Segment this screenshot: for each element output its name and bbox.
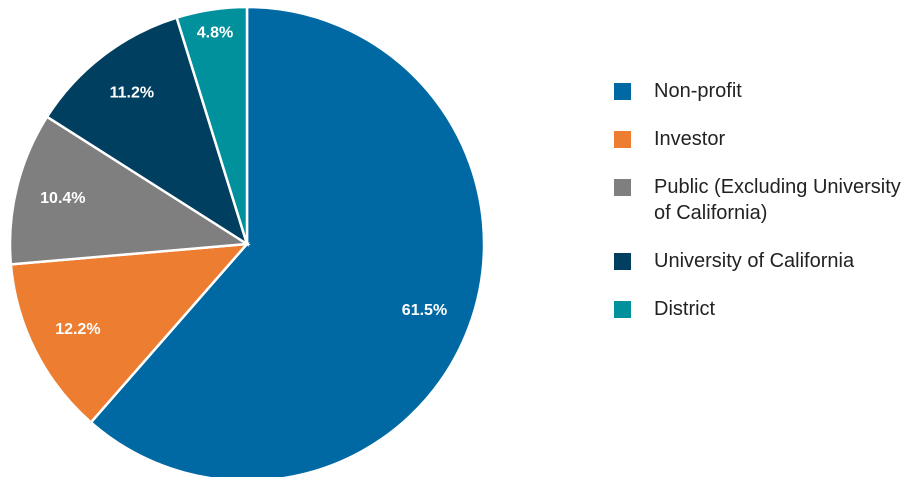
legend-swatch xyxy=(614,301,631,318)
legend-label: Non-profit xyxy=(654,80,742,102)
data-label: 11.2% xyxy=(110,85,154,102)
data-label: 61.5% xyxy=(402,302,447,319)
legend-item: University of California xyxy=(614,248,904,274)
legend-item: Non-profit xyxy=(614,78,904,104)
pie-slice xyxy=(175,5,249,245)
legend-swatch xyxy=(614,83,631,100)
data-label: 12.2% xyxy=(55,321,100,338)
legend-swatch xyxy=(614,253,631,270)
pie-slice xyxy=(45,16,250,247)
chart: 61.5% 12.2% 10.4% 11.2% 4.8% xyxy=(8,5,486,477)
data-label: 4.8% xyxy=(197,24,233,41)
legend-label: Public (Excluding University of Californ… xyxy=(654,176,901,224)
pie-slice xyxy=(89,5,486,477)
data-label: 10.4% xyxy=(40,190,85,207)
legend-swatch xyxy=(614,131,631,148)
legend-label: Investor xyxy=(654,128,726,150)
pie-slice xyxy=(8,115,251,266)
legend-item: Public (Excluding University of Californ… xyxy=(614,174,904,226)
legend-item: District xyxy=(614,296,904,322)
legend-swatch xyxy=(614,179,631,196)
legend-label: District xyxy=(654,298,716,320)
pie-slice xyxy=(9,242,250,425)
legend-label: University of California xyxy=(654,250,855,272)
legend: Non-profit Investor Public (Excluding Univ… xyxy=(614,78,904,344)
legend-item: Investor xyxy=(614,126,904,152)
